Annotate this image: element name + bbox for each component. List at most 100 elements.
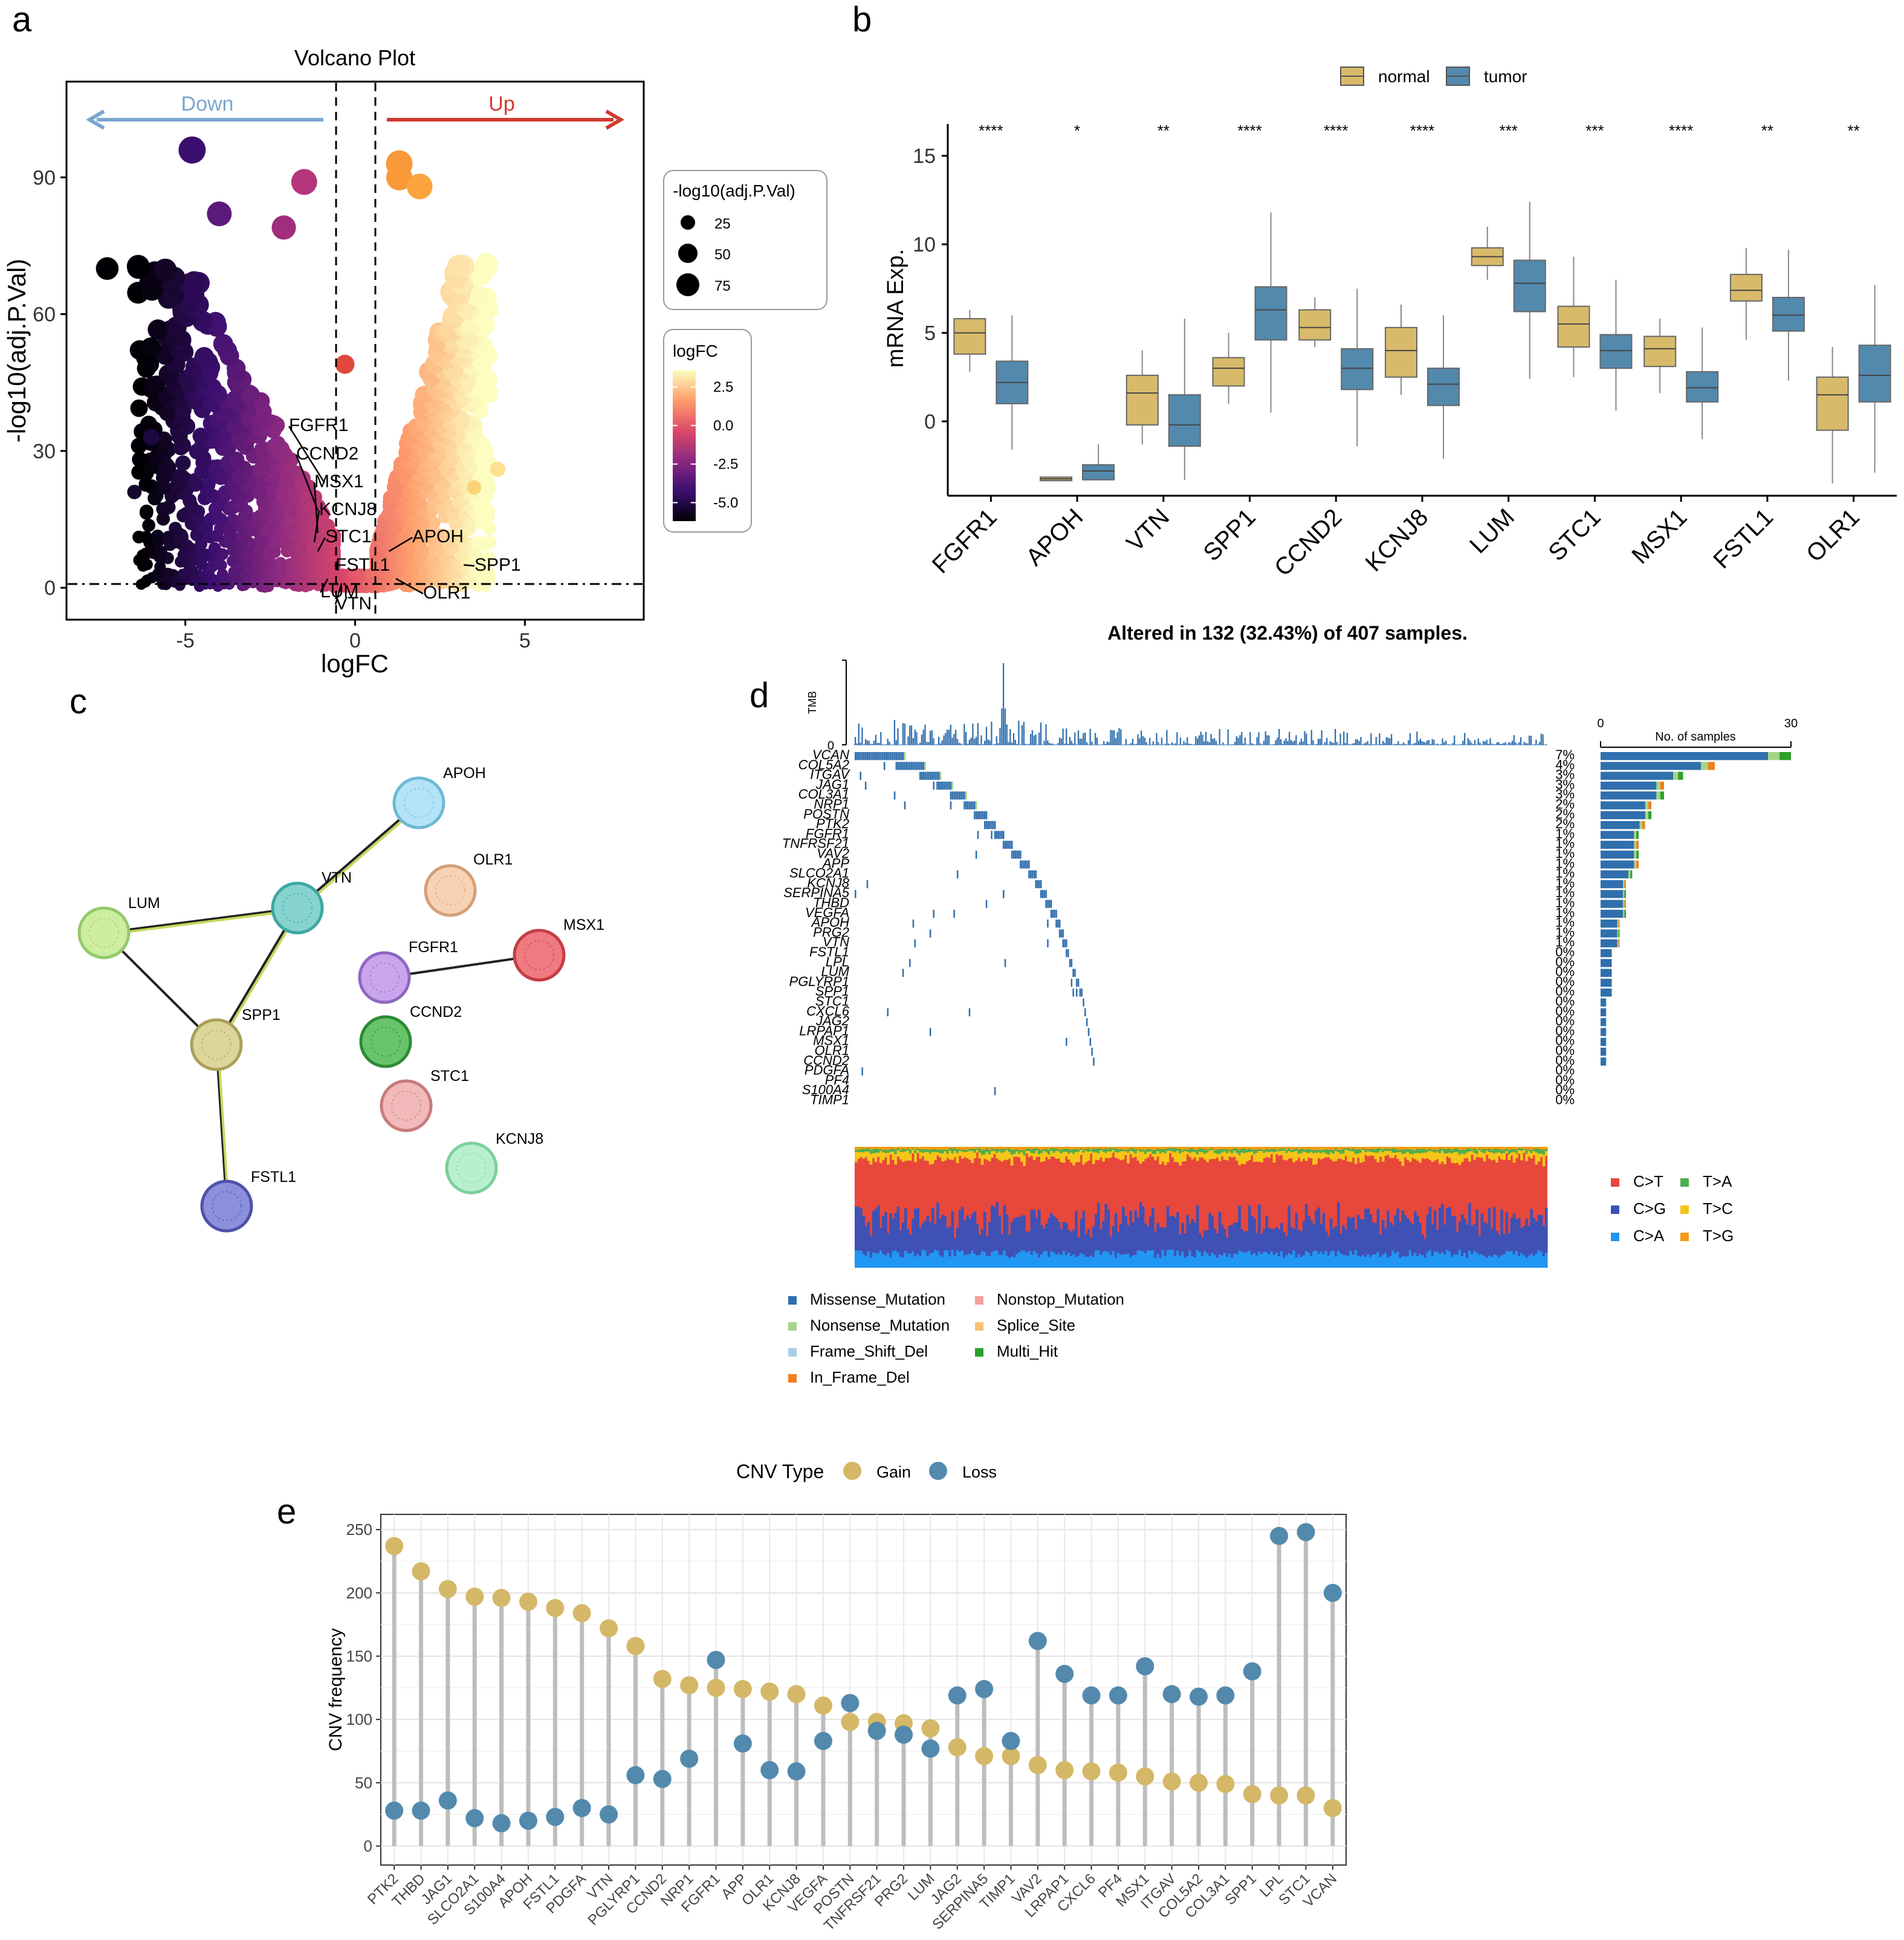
boxplot-x-axis: FGFR1 APOH VTN SPP1 CCND2 KCNJ8 LUM STC1 MSX1 FST… (927, 496, 1865, 582)
mutation-cell (1041, 890, 1044, 898)
tmb-bar (880, 732, 882, 745)
titv-segment (1109, 1254, 1113, 1268)
mutation-cell (1069, 959, 1071, 967)
titv-segment (1075, 1257, 1078, 1268)
titv-segment (899, 1256, 902, 1268)
titv-segment (919, 1152, 922, 1159)
titv-segment (1119, 1149, 1122, 1152)
titv-segment (934, 1250, 937, 1268)
tmb-bar (929, 731, 931, 745)
titv-segment (1075, 1211, 1078, 1257)
titv-segment (1206, 1230, 1209, 1253)
gene-label-connector (464, 564, 475, 567)
titv-segment (1005, 1147, 1009, 1149)
titv-segment (956, 1149, 959, 1153)
titv-segment (1196, 1154, 1199, 1161)
tmb-bar (1542, 734, 1544, 745)
gene-bar (1601, 860, 1634, 869)
tmb-bar (1110, 730, 1112, 745)
titv-segment (882, 1150, 885, 1152)
titv-segment (1040, 1254, 1043, 1268)
titv-segment (958, 1149, 962, 1151)
tmb-label: TMB (806, 691, 818, 714)
bar-axis-max: 30 (1784, 717, 1798, 730)
tmb-bar (963, 724, 965, 745)
mutation-cell (1035, 880, 1037, 889)
titv-segment (1005, 1256, 1009, 1268)
mutation-cell (1047, 900, 1049, 908)
box-tumor (1772, 297, 1805, 332)
tmb-bar (1266, 735, 1268, 745)
titv-segment (1104, 1204, 1108, 1251)
titv-segment (1043, 1147, 1046, 1149)
titv-segment (1084, 1150, 1088, 1163)
size-legend-dot-50 (678, 244, 698, 263)
mutation-cell (858, 752, 860, 761)
tmb-bar (1443, 742, 1445, 745)
titv-segment (1184, 1149, 1187, 1151)
tmb-bar (1108, 742, 1110, 745)
titv-segment (996, 1202, 999, 1251)
titv-segment (1008, 1152, 1011, 1159)
titv-segment (1186, 1147, 1190, 1150)
x-tick-label: MSX1 (1627, 504, 1692, 569)
titv-segment (1203, 1147, 1206, 1149)
titv-segment (904, 1147, 907, 1150)
titv-segment (956, 1153, 959, 1163)
titv-segment (869, 1235, 873, 1258)
titv-segment (1102, 1147, 1105, 1150)
tmb-bar (1144, 738, 1145, 745)
titv-segment (971, 1150, 974, 1163)
tmb-bar (1166, 730, 1168, 745)
titv-segment (901, 1257, 905, 1268)
titv-segment (1064, 1147, 1068, 1149)
tmb-bar (1001, 709, 1003, 745)
tmb-bar (866, 740, 868, 745)
titv-segment (916, 1208, 919, 1254)
titv-segment (1005, 1149, 1009, 1160)
titv-segment (1043, 1150, 1046, 1161)
mutation-cell (1062, 939, 1064, 947)
tmb-bar (1375, 737, 1377, 745)
titv-segment (1005, 1148, 1009, 1150)
mutation-cell (938, 781, 940, 790)
tmb-bar (912, 738, 914, 745)
titv-segment (1139, 1149, 1142, 1152)
titv-segment (1032, 1147, 1036, 1149)
tmb-bar (1206, 741, 1209, 745)
titv-segment (1107, 1151, 1110, 1158)
tmb-bar (943, 735, 945, 745)
titv-segment (1020, 1147, 1023, 1150)
tmb-bar (887, 739, 889, 745)
titv-segment (1179, 1153, 1182, 1166)
tmb-bar (1486, 739, 1488, 745)
titv-segment (1010, 1150, 1014, 1155)
titv-segment (963, 1220, 967, 1256)
tmb-bar (1489, 738, 1491, 745)
titv-segment (1132, 1151, 1135, 1158)
network-edge (105, 909, 300, 936)
titv-segment (1097, 1250, 1100, 1268)
mutation-cell (953, 909, 955, 918)
titv-segment (1134, 1153, 1138, 1157)
mutation-cell (994, 1087, 996, 1095)
titv-segment (926, 1215, 930, 1257)
volcano-point (406, 174, 433, 200)
titv-segment (1040, 1153, 1043, 1163)
volcano-point (207, 201, 232, 227)
tmb-bar (1035, 734, 1037, 745)
oncoplot-gene-labels: VCANCOL5A2ITGAVJAG1COL3A1NRP1POSTNPTK2FG… (782, 747, 851, 1108)
mutation-cell (904, 801, 906, 809)
titv-segment (1198, 1152, 1202, 1158)
volcano-point (126, 255, 150, 278)
titv-segment (887, 1150, 890, 1153)
titv-segment (1193, 1150, 1197, 1152)
titv-segment (1028, 1148, 1031, 1151)
tmb-bar (1244, 738, 1246, 745)
titv-segment (971, 1213, 974, 1251)
tmb-bar (1317, 739, 1320, 745)
gene-bar (1639, 821, 1643, 829)
tmb-bar (1479, 742, 1481, 745)
titv-segment (1018, 1153, 1021, 1158)
titv-segment (948, 1148, 952, 1151)
